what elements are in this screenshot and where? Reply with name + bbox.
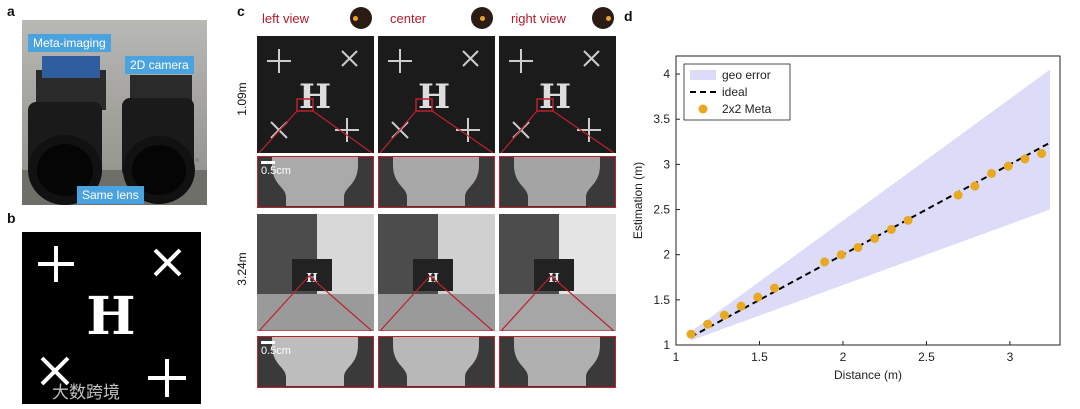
x-tick-label: 3 <box>1007 350 1014 364</box>
x-axis-label: Distance (m) <box>834 368 902 382</box>
legend-label-geo-error: geo error <box>722 68 771 82</box>
center-view-1m-image: H <box>378 36 495 153</box>
panel-label-c: c <box>237 3 245 19</box>
y-tick-label: 3.5 <box>653 112 670 126</box>
meta-data-point <box>953 190 963 200</box>
y-tick-label: 3 <box>663 157 670 171</box>
geo-error-band <box>691 69 1050 341</box>
panel-label-a: a <box>7 3 15 19</box>
plot-area-border <box>675 55 1061 346</box>
y-tick-label: 1.5 <box>653 293 670 307</box>
meta-imaging-label: Meta-imaging <box>28 34 111 52</box>
right-view-3m-crop <box>499 336 616 388</box>
legend-label-ideal: ideal <box>722 85 747 99</box>
center-view-3m-image: H <box>378 214 495 331</box>
x-tick-label: 1 <box>673 350 680 364</box>
2d-camera-label: 2D camera <box>125 56 194 74</box>
target-pattern: H <box>22 232 201 404</box>
svg-text:H: H <box>86 286 135 347</box>
scale-bar <box>261 161 275 164</box>
y-tick-label: 2 <box>663 248 670 262</box>
meta-data-point <box>970 181 980 191</box>
legend-label-meta: 2x2 Meta <box>722 102 772 116</box>
camera-illustration <box>22 56 207 205</box>
x-tick-label: 2.5 <box>918 350 935 364</box>
meta-data-point <box>719 310 729 320</box>
meta-data-point <box>770 283 780 293</box>
target-pattern-graphic: H <box>38 246 186 397</box>
aperture-left-icon <box>350 7 372 29</box>
estimation-chart: 1 1.5 2 2.5 3 1 1.5 2 2.5 3 3.5 4 Distance (m) Estima… <box>631 55 1061 382</box>
meta-data-point <box>1037 149 1047 159</box>
panel-label-d: d <box>624 8 633 24</box>
meta-data-point <box>703 319 713 329</box>
y-axis-label: Estimation (m) <box>631 162 645 239</box>
meta-data-point <box>836 250 846 260</box>
scale-bar <box>261 341 275 344</box>
meta-data-point <box>870 233 880 243</box>
scale-text: 0.5cm <box>261 345 291 357</box>
y-tick-label: 2.5 <box>653 203 670 217</box>
meta-data-point <box>820 257 830 267</box>
center-view-3m-crop <box>378 336 495 388</box>
scale-text: 0.5cm <box>261 165 291 177</box>
left-view-1m-image: H <box>257 36 374 153</box>
right-view-1m-image: H <box>499 36 616 153</box>
right-view-1m-crop <box>499 156 616 208</box>
meta-data-point <box>736 301 746 311</box>
meta-data-point <box>853 242 863 252</box>
meta-data-point <box>903 215 913 225</box>
watermark: 大数跨境 <box>52 383 120 402</box>
left-view-1m-crop: 0.5cm <box>257 156 374 208</box>
view-label-center: center <box>390 11 427 26</box>
meta-data-point <box>1003 161 1013 171</box>
meta-data-point <box>1020 154 1030 164</box>
x-tick-label: 2 <box>840 350 847 364</box>
y-tick-label: 1 <box>663 338 670 352</box>
aperture-right-icon <box>592 7 614 29</box>
aperture-center-icon <box>471 7 493 29</box>
x-tick-label: 1.5 <box>751 350 768 364</box>
center-view-1m-crop <box>378 156 495 208</box>
view-label-left: left view <box>262 11 309 26</box>
distance-row-label-2: 3.24m <box>235 252 249 286</box>
y-tick-label: 4 <box>663 67 670 81</box>
distance-row-label-1: 1.09m <box>235 82 249 116</box>
panel-label-b: b <box>7 210 16 226</box>
same-lens-label: Same lens <box>77 186 144 204</box>
legend-swatch-geo-error <box>690 70 716 80</box>
meta-data-point <box>753 292 763 302</box>
right-view-3m-image: H <box>499 214 616 331</box>
left-view-3m-crop: 0.5cm <box>257 336 374 388</box>
meta-data-point <box>886 224 896 234</box>
camera-setup-photo: Meta-imaging 2D camera Same lens <box>22 20 207 205</box>
legend-swatch-meta <box>698 104 708 114</box>
view-label-right: right view <box>511 11 566 26</box>
meta-data-point <box>686 329 696 339</box>
meta-data-point <box>987 168 997 178</box>
left-view-3m-image: H <box>257 214 374 331</box>
